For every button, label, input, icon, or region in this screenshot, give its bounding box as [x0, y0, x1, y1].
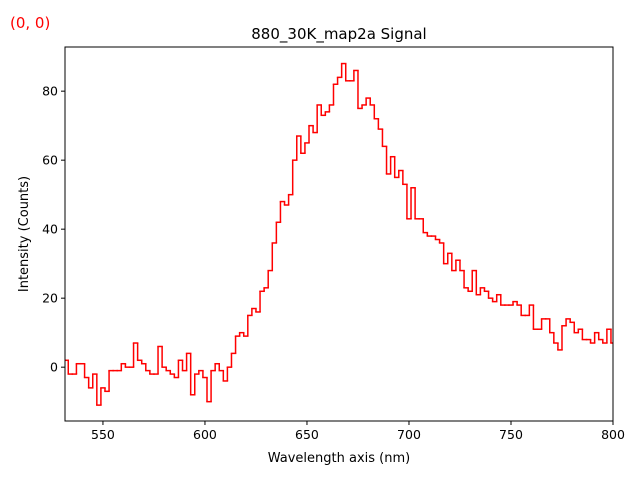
x-tick-label: 750 — [499, 427, 523, 442]
y-tick-label: 40 — [42, 222, 58, 237]
axes-frame — [64, 46, 614, 422]
y-tick-label: 80 — [42, 84, 58, 99]
annotation: (0, 0) — [10, 14, 50, 32]
x-tick-label: 700 — [397, 427, 421, 442]
x-tick-label: 550 — [91, 427, 115, 442]
y-axis-label: Intensity (Counts) — [17, 176, 32, 292]
x-axis-label: Wavelength axis (nm) — [268, 451, 410, 466]
x-tick-label: 600 — [193, 427, 217, 442]
x-tick-label: 800 — [601, 427, 625, 442]
chart-title: 880_30K_map2a Signal — [251, 25, 426, 44]
y-tick-label: 0 — [50, 360, 58, 375]
y-tick-label: 60 — [42, 153, 58, 168]
y-tick-label: 20 — [42, 291, 58, 306]
x-tick-label: 650 — [295, 427, 319, 442]
plot-area — [65, 62, 613, 406]
